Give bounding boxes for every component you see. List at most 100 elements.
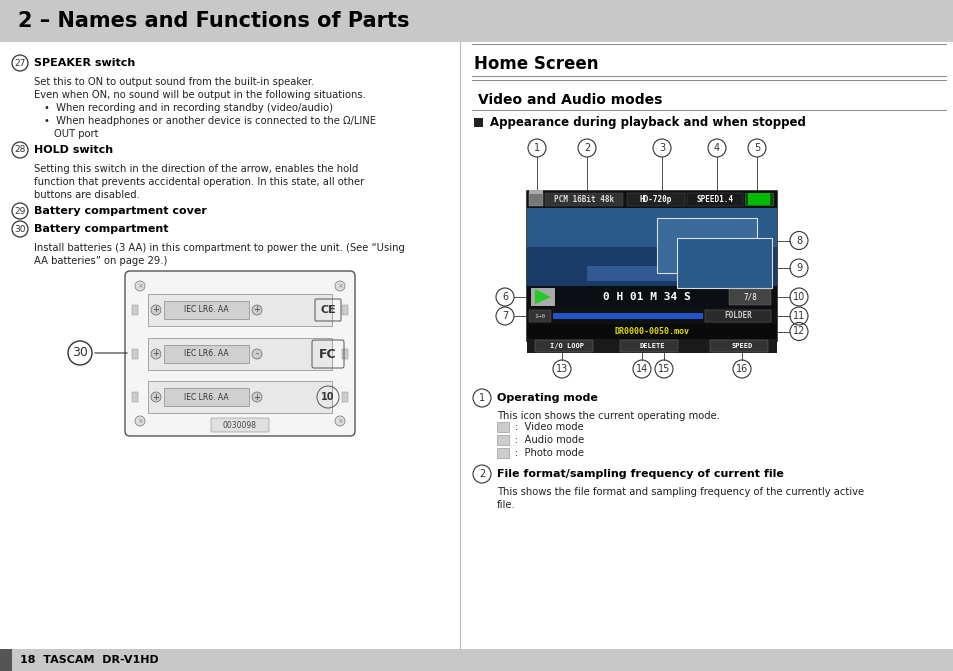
- Text: 28: 28: [14, 146, 26, 154]
- Text: SPEED1.4: SPEED1.4: [696, 195, 733, 204]
- Polygon shape: [535, 289, 551, 304]
- Bar: [0, 649, 12, 671]
- Text: 27: 27: [14, 58, 26, 68]
- Bar: [148, 338, 332, 370]
- Text: AA batteries” on page 29.): AA batteries” on page 29.): [34, 256, 167, 266]
- Text: +: +: [152, 350, 159, 358]
- Text: 14: 14: [636, 364, 647, 374]
- Circle shape: [335, 416, 345, 426]
- Text: 2: 2: [478, 469, 485, 479]
- Text: 10: 10: [321, 392, 335, 402]
- Bar: [164, 345, 249, 363]
- FancyBboxPatch shape: [211, 418, 269, 432]
- Bar: [704, 310, 770, 322]
- Text: •  When headphones or another device is connected to the Ω/LINE: • When headphones or another device is c…: [44, 116, 375, 126]
- Text: This icon shows the current operating mode.: This icon shows the current operating mo…: [497, 411, 720, 421]
- Bar: [728, 289, 770, 305]
- Bar: [132, 305, 138, 315]
- Bar: [526, 324, 776, 339]
- Bar: [657, 218, 757, 273]
- Bar: [747, 193, 769, 205]
- Text: PCM 16Bit 48k: PCM 16Bit 48k: [554, 195, 614, 204]
- Bar: [544, 193, 622, 206]
- Bar: [553, 313, 702, 319]
- Bar: [526, 247, 776, 286]
- Bar: [497, 448, 509, 458]
- Bar: [132, 392, 138, 402]
- Bar: [586, 266, 686, 281]
- Text: This shows the file format and sampling frequency of the currently active: This shows the file format and sampling …: [497, 487, 863, 497]
- Circle shape: [252, 305, 262, 315]
- Text: 18  TASCAM  DR-V1HD: 18 TASCAM DR-V1HD: [20, 655, 158, 665]
- Text: SPEED: SPEED: [731, 343, 752, 349]
- Text: +: +: [253, 393, 260, 401]
- Bar: [526, 308, 776, 324]
- Text: •  When recording and in recording standby (video/audio): • When recording and in recording standb…: [44, 103, 333, 113]
- Text: 15: 15: [658, 364, 670, 374]
- Bar: [526, 286, 776, 308]
- Text: DELETE: DELETE: [639, 343, 664, 349]
- Bar: [0, 649, 953, 671]
- Bar: [526, 191, 776, 341]
- Text: 5: 5: [753, 143, 760, 153]
- Text: FOLDER: FOLDER: [723, 311, 751, 321]
- Bar: [474, 118, 482, 127]
- Text: Battery compartment cover: Battery compartment cover: [34, 206, 207, 216]
- Circle shape: [151, 349, 161, 359]
- Text: FC: FC: [319, 348, 336, 360]
- Text: 8: 8: [795, 236, 801, 246]
- Text: +: +: [253, 305, 260, 315]
- Text: 10: 10: [792, 292, 804, 302]
- Circle shape: [151, 305, 161, 315]
- Text: I/O LOOP: I/O LOOP: [550, 343, 583, 349]
- Bar: [341, 349, 348, 359]
- Text: 9: 9: [795, 263, 801, 273]
- Bar: [341, 305, 348, 315]
- Text: 11: 11: [792, 311, 804, 321]
- Text: 13: 13: [556, 364, 568, 374]
- Bar: [535, 340, 593, 352]
- Bar: [677, 238, 771, 288]
- Text: Home Screen: Home Screen: [474, 55, 598, 73]
- Bar: [626, 193, 684, 206]
- Text: :  Photo mode: : Photo mode: [515, 448, 583, 458]
- Text: Even when ON, no sound will be output in the following situations.: Even when ON, no sound will be output in…: [34, 90, 366, 100]
- Bar: [744, 193, 772, 205]
- Bar: [164, 388, 249, 406]
- Text: File format/sampling frequency of current file: File format/sampling frequency of curren…: [497, 469, 783, 479]
- Bar: [531, 288, 555, 306]
- Bar: [497, 435, 509, 445]
- Text: OUT port: OUT port: [54, 129, 98, 139]
- Circle shape: [252, 392, 262, 402]
- Text: ×: ×: [137, 418, 143, 424]
- Bar: [529, 190, 542, 194]
- Text: 7: 7: [501, 311, 508, 321]
- Text: 16: 16: [735, 364, 747, 374]
- Text: HD-720p: HD-720p: [639, 195, 672, 204]
- Text: IEC LR6. AA: IEC LR6. AA: [184, 305, 229, 315]
- Text: Install batteries (3 AA) in this compartment to power the unit. (See “Using: Install batteries (3 AA) in this compart…: [34, 243, 404, 253]
- Text: Appearance during playback and when stopped: Appearance during playback and when stop…: [490, 116, 805, 129]
- Text: 29: 29: [14, 207, 26, 215]
- Bar: [497, 422, 509, 432]
- Bar: [529, 310, 551, 322]
- FancyBboxPatch shape: [125, 271, 355, 436]
- Bar: [148, 294, 332, 326]
- Text: +: +: [152, 305, 159, 315]
- Text: function that prevents accidental operation. In this state, all other: function that prevents accidental operat…: [34, 177, 364, 187]
- Text: buttons are disabled.: buttons are disabled.: [34, 190, 140, 200]
- Text: +: +: [152, 393, 159, 401]
- Text: HOLD switch: HOLD switch: [34, 145, 113, 155]
- Bar: [132, 349, 138, 359]
- Text: Video and Audio modes: Video and Audio modes: [477, 93, 661, 107]
- Bar: [526, 339, 776, 353]
- Circle shape: [151, 392, 161, 402]
- Bar: [709, 340, 767, 352]
- Text: 0 H 01 M 34 S: 0 H 01 M 34 S: [602, 292, 690, 302]
- Bar: [164, 301, 249, 319]
- Text: 1: 1: [478, 393, 484, 403]
- Text: Set this to ON to output sound from the built-in speaker.: Set this to ON to output sound from the …: [34, 77, 314, 87]
- Text: 3: 3: [659, 143, 664, 153]
- Text: 2: 2: [583, 143, 590, 153]
- Text: IEC LR6. AA: IEC LR6. AA: [184, 350, 229, 358]
